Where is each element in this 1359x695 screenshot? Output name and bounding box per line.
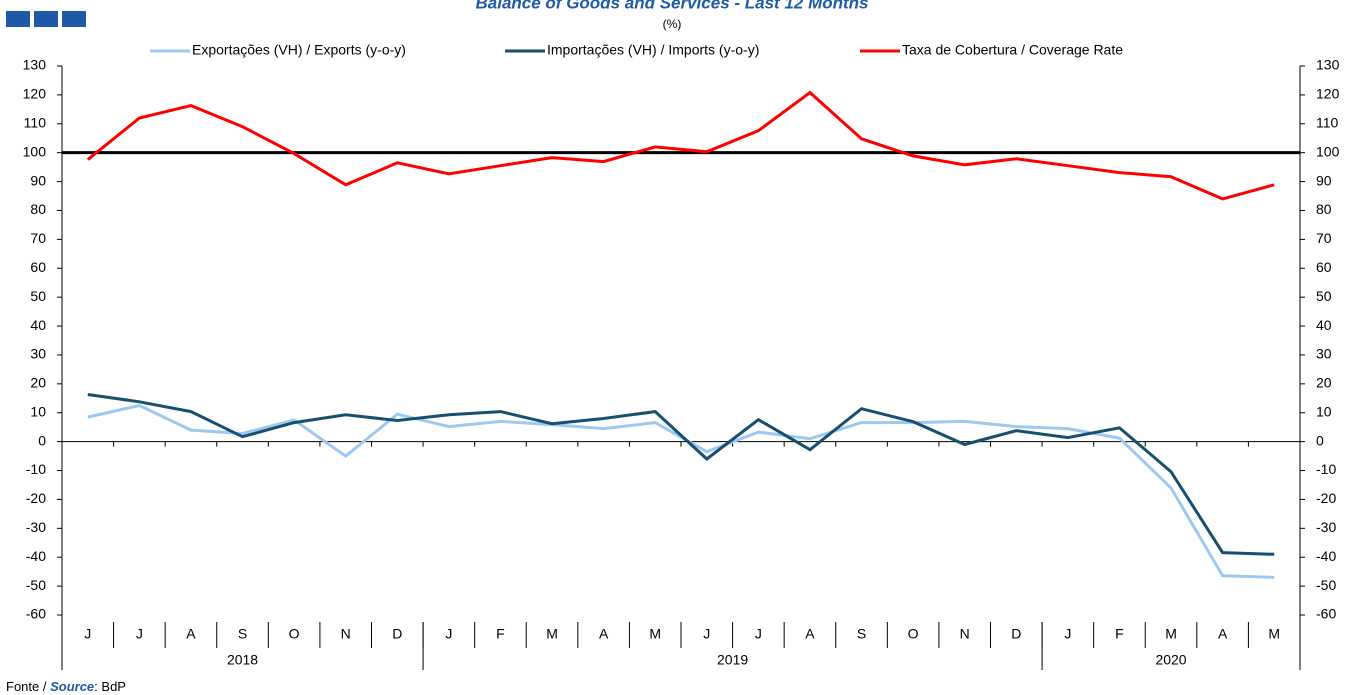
y2-tick-label: 50 [1316,288,1332,304]
x-tick-label: O [289,626,300,642]
y-tick-label: -40 [26,548,46,564]
x-tick-label: A [186,626,196,642]
x-tick-label: J [84,626,91,642]
y-tick-label: 70 [30,230,46,246]
x-tick-label: J [136,626,143,642]
y-tick-label: 40 [30,317,46,333]
y-tick-label: 100 [23,143,47,159]
x-tick-label: F [496,626,505,642]
x-tick-label: M [1268,626,1280,642]
y2-tick-label: 30 [1316,346,1332,362]
y-tick-label: -60 [26,606,46,622]
y-tick-label: 130 [23,57,47,73]
y-tick-label: 0 [38,432,46,448]
x-tick-label: A [1218,626,1228,642]
x-tick-label: M [649,626,661,642]
x-tick-label: M [1165,626,1177,642]
y2-tick-label: 80 [1316,201,1332,217]
x-tick-label: D [392,626,402,642]
x-tick-label: J [1064,626,1071,642]
y-tick-label: 20 [30,375,46,391]
y2-tick-label: 120 [1316,86,1340,102]
year-label: 2019 [717,652,748,668]
y-tick-label: -30 [26,519,46,535]
source-text: : BdP [94,679,126,694]
x-tick-label: M [546,626,558,642]
source-note: Fonte / Source: BdP [6,679,126,694]
y-tick-label: 120 [23,86,47,102]
y-tick-label: 80 [30,201,46,217]
y2-tick-label: 60 [1316,259,1332,275]
x-tick-label: S [857,626,866,642]
y2-tick-label: -50 [1316,577,1336,593]
y-tick-label: 90 [30,172,46,188]
y-tick-label: -50 [26,577,46,593]
y2-tick-label: 130 [1316,57,1340,73]
chart-subtitle: (%) [663,17,682,31]
logo-block [6,11,30,27]
x-tick-label: S [238,626,247,642]
legend-label: Exportações (VH) / Exports (y-o-y) [192,42,406,58]
y2-tick-label: 0 [1316,432,1324,448]
y2-tick-label: -20 [1316,490,1336,506]
x-tick-label: F [1115,626,1124,642]
source-en: Source [50,679,94,694]
y2-tick-label: 10 [1316,403,1332,419]
chart-title: Balance of Goods and Services - Last 12 … [476,0,869,12]
logo-block [62,11,86,27]
y-tick-label: 110 [24,114,47,130]
x-tick-label: A [599,626,609,642]
logo-block [34,11,58,27]
y-tick-label: 50 [30,288,46,304]
series-line [86,90,1275,201]
x-tick-label: J [755,626,762,642]
y2-tick-label: -60 [1316,606,1336,622]
x-tick-label: O [908,626,919,642]
y2-tick-label: 40 [1316,317,1332,333]
y2-tick-label: -40 [1316,548,1336,564]
y2-tick-label: 70 [1316,230,1332,246]
x-tick-label: N [960,626,970,642]
x-tick-label: D [1011,626,1021,642]
x-tick-label: J [703,626,710,642]
y2-tick-label: 110 [1316,114,1339,130]
y2-tick-label: -10 [1316,461,1336,477]
y2-tick-label: -30 [1316,519,1336,535]
y2-tick-label: 100 [1316,143,1340,159]
legend-label: Importações (VH) / Imports (y-o-y) [547,42,759,58]
y-tick-label: 30 [30,346,46,362]
source-pt: Fonte / [6,679,47,694]
y-tick-label: 60 [30,259,46,275]
x-tick-label: J [445,626,452,642]
year-label: 2018 [227,652,258,668]
legend-label: Taxa de Cobertura / Coverage Rate [902,42,1123,58]
series-line [87,393,1275,556]
x-tick-label: A [805,626,815,642]
y2-tick-label: 90 [1316,172,1332,188]
y-tick-label: -20 [26,490,46,506]
y2-tick-label: 20 [1316,375,1332,391]
y-tick-label: 10 [30,403,46,419]
year-label: 2020 [1155,652,1186,668]
y-tick-label: -10 [26,461,46,477]
x-tick-label: N [341,626,351,642]
